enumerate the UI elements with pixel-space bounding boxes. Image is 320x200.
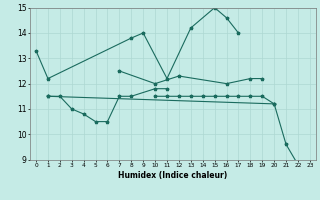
X-axis label: Humidex (Indice chaleur): Humidex (Indice chaleur) — [118, 171, 228, 180]
